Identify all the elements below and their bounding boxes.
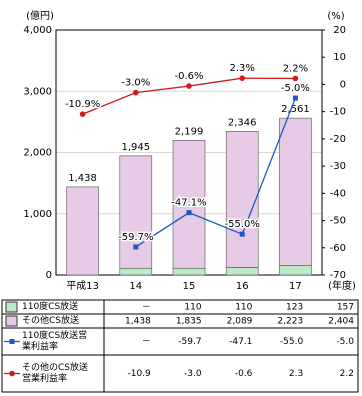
legend-swatch — [5, 301, 18, 313]
y2-tick-label: -60 — [330, 243, 346, 254]
y2-tick-label: 20 — [333, 25, 346, 36]
y-tick-label: 2,000 — [23, 148, 52, 159]
y-unit: (億円) — [26, 9, 54, 22]
total-label: 2,199 — [175, 126, 204, 137]
marker — [186, 210, 192, 216]
x-tick-label: 平成13 — [66, 280, 99, 292]
data-label: -55.0% — [225, 219, 260, 230]
bar-segment — [172, 140, 206, 269]
y-tick-label: 4,000 — [23, 25, 52, 36]
table-cell: -47.1 — [229, 337, 252, 347]
table-cell: 2.3 — [289, 369, 303, 379]
table-cell: 110 — [184, 303, 201, 313]
y2-tick-label: -40 — [330, 188, 346, 199]
legend-marker — [9, 370, 15, 377]
total-label: 2,561 — [281, 104, 310, 115]
table-cell: 1,438 — [125, 317, 151, 327]
legend-swatch — [5, 315, 18, 327]
table-cell: -3.0 — [184, 369, 202, 379]
x-unit: (年度) — [328, 279, 356, 292]
table-cell: -10.9 — [128, 369, 152, 379]
data-label: 2.3% — [229, 63, 254, 74]
table-frame — [1, 299, 359, 393]
total-label: 2,346 — [228, 117, 257, 128]
y2-tick-label: -50 — [330, 216, 346, 227]
data-label: 2.2% — [283, 63, 308, 74]
marker — [186, 83, 192, 89]
legend-entry: その他CS放送 — [22, 315, 79, 326]
table-cell: － — [142, 337, 151, 347]
table-cell: -59.7 — [178, 337, 201, 347]
legend-entry: 110度CS放送営業利益率 — [22, 330, 88, 352]
y2-tick-label: -70 — [330, 270, 346, 281]
data-label: -3.0% — [121, 78, 150, 89]
table-cell: 123 — [286, 303, 303, 313]
x-tick-label: 14 — [129, 281, 142, 292]
bar-segment — [225, 131, 259, 268]
table-cell: 110 — [235, 303, 252, 313]
marker — [239, 75, 245, 81]
x-tick-label: 17 — [289, 281, 302, 292]
y2-tick-label: 10 — [333, 52, 346, 63]
x-tick-label: 16 — [236, 281, 249, 292]
bar-segment — [279, 265, 312, 276]
marker — [292, 95, 298, 101]
marker — [133, 244, 139, 250]
bar-segment — [119, 155, 153, 269]
x-tick-label: 15 — [183, 281, 196, 292]
bar-segment — [66, 186, 99, 276]
marker — [239, 231, 245, 237]
bar-segment — [225, 267, 259, 276]
legend-text: その他CS放送 — [22, 315, 79, 326]
data-label: -5.0% — [281, 83, 310, 94]
y2-tick-label: -30 — [330, 161, 346, 172]
marker — [79, 111, 86, 117]
table-cell: 2,089 — [227, 317, 253, 327]
table-cell: -0.6 — [235, 369, 253, 379]
total-label: 1,945 — [121, 142, 150, 153]
data-label: -59.7% — [118, 232, 153, 243]
table-cell: 1,835 — [176, 317, 202, 327]
marker — [292, 75, 299, 82]
data-label: -10.9% — [65, 99, 100, 110]
bar-segment — [279, 117, 312, 266]
legend-text: その他のCS放送営業利益率 — [22, 362, 88, 384]
table-cell: － — [142, 303, 151, 313]
y-tick-label: 3,000 — [23, 86, 52, 97]
total-label: 1,438 — [68, 173, 97, 184]
bar-segment — [172, 267, 206, 276]
legend-entry: 110度CS放送 — [22, 301, 79, 312]
line — [135, 97, 297, 248]
data-label: -47.1% — [171, 198, 206, 209]
table-cell: -55.0 — [280, 337, 304, 347]
legend-text: 110度CS放送営業利益率 — [22, 330, 88, 352]
legend-text: 110度CS放送 — [22, 301, 79, 312]
bar-segment — [119, 267, 153, 276]
table-cell: 2.2 — [340, 369, 354, 379]
legend-entry: その他のCS放送営業利益率 — [22, 362, 88, 384]
y2-tick-label: -10 — [330, 107, 346, 118]
table-cell: 2,223 — [277, 317, 303, 327]
y-tick-label: 0 — [46, 270, 52, 281]
legend-marker — [9, 339, 15, 344]
table-cell: -5.0 — [336, 337, 354, 347]
y-tick-label: 1,000 — [23, 209, 52, 220]
marker — [133, 89, 139, 96]
y2-unit: (%) — [327, 11, 344, 22]
table-cell: 2,404 — [328, 317, 354, 327]
y2-tick-label: -20 — [330, 134, 346, 145]
table-cell: 157 — [337, 303, 354, 313]
y2-tick-label: 0 — [340, 79, 346, 90]
data-label: -0.6% — [174, 71, 203, 82]
